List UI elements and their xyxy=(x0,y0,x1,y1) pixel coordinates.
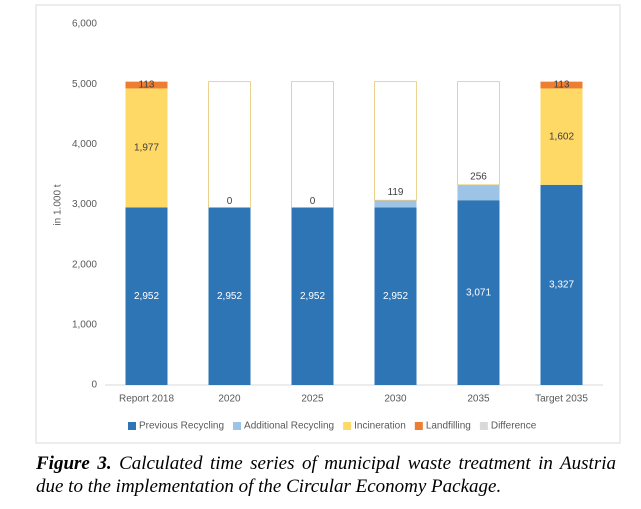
bar-segment xyxy=(125,81,168,89)
y-tick-label: 3,000 xyxy=(72,199,97,210)
bar-segment xyxy=(457,184,500,201)
bar-segment xyxy=(208,207,251,385)
caption-text: Calculated time series of municipal wast… xyxy=(36,453,616,497)
x-tick-label: 2020 xyxy=(218,394,241,405)
legend-swatch xyxy=(128,422,136,430)
bar-segment xyxy=(374,200,417,208)
y-tick-label: 2,000 xyxy=(72,259,97,270)
legend-swatch xyxy=(343,422,352,430)
data-label: 113 xyxy=(554,80,570,91)
bar-segment xyxy=(540,81,583,89)
difference-bar xyxy=(457,81,500,186)
y-tick-label: 1,000 xyxy=(72,319,97,330)
difference-bar xyxy=(291,81,334,208)
x-tick-label: 2030 xyxy=(384,394,407,405)
legend-label: Landfilling xyxy=(426,421,471,432)
data-label: 119 xyxy=(388,187,404,198)
data-label: 0 xyxy=(227,196,233,207)
legend-swatch xyxy=(479,422,488,430)
y-tick-label: 6,000 xyxy=(72,19,97,30)
bar-segment xyxy=(540,184,583,385)
bar-segment xyxy=(291,207,334,385)
data-label: 256 xyxy=(470,171,487,182)
y-axis-label: in 1.000 t xyxy=(53,184,64,225)
data-label: 2,952 xyxy=(383,291,408,302)
legend-label: Additional Recycling xyxy=(244,421,334,432)
legend-label: Incineration xyxy=(354,421,406,432)
data-label: 113 xyxy=(139,80,155,91)
data-label: 1,602 xyxy=(549,131,574,142)
x-tick-label: Report 2018 xyxy=(119,394,174,405)
data-label: 1,977 xyxy=(134,143,159,154)
bar-segment xyxy=(374,207,417,385)
caption: Figure 3. Calculated time series of muni… xyxy=(36,452,616,498)
chart: in 1.000 t 0 1,000 2,000 3,000 4,000 5,000 6,0… xyxy=(35,4,621,444)
y-tick-label: 5,000 xyxy=(72,79,97,90)
data-label: 3,071 xyxy=(466,287,491,298)
legend-swatch xyxy=(414,422,423,430)
data-label: 0 xyxy=(310,196,316,207)
y-tick-label: 4,000 xyxy=(72,139,97,150)
data-label: 2,952 xyxy=(217,291,242,302)
legend-swatch xyxy=(233,422,242,430)
data-label: 3,327 xyxy=(549,280,574,291)
x-tick-label: 2035 xyxy=(467,394,490,405)
data-label: 2,952 xyxy=(300,291,325,302)
bar-segment xyxy=(540,88,583,185)
bar-segment xyxy=(457,200,500,385)
difference-bar xyxy=(374,81,417,201)
data-label: 2,952 xyxy=(134,291,159,302)
difference-bar xyxy=(208,81,251,208)
x-tick-label: 2025 xyxy=(301,394,324,405)
legend-label: Previous Recycling xyxy=(139,421,224,432)
bar-segment xyxy=(125,207,168,385)
caption-label: Figure 3. xyxy=(36,453,112,474)
y-tick-label: 0 xyxy=(91,380,97,391)
legend-label: Difference xyxy=(491,421,537,432)
x-tick-label: Target 2035 xyxy=(535,394,588,405)
bar-segment xyxy=(125,88,168,208)
